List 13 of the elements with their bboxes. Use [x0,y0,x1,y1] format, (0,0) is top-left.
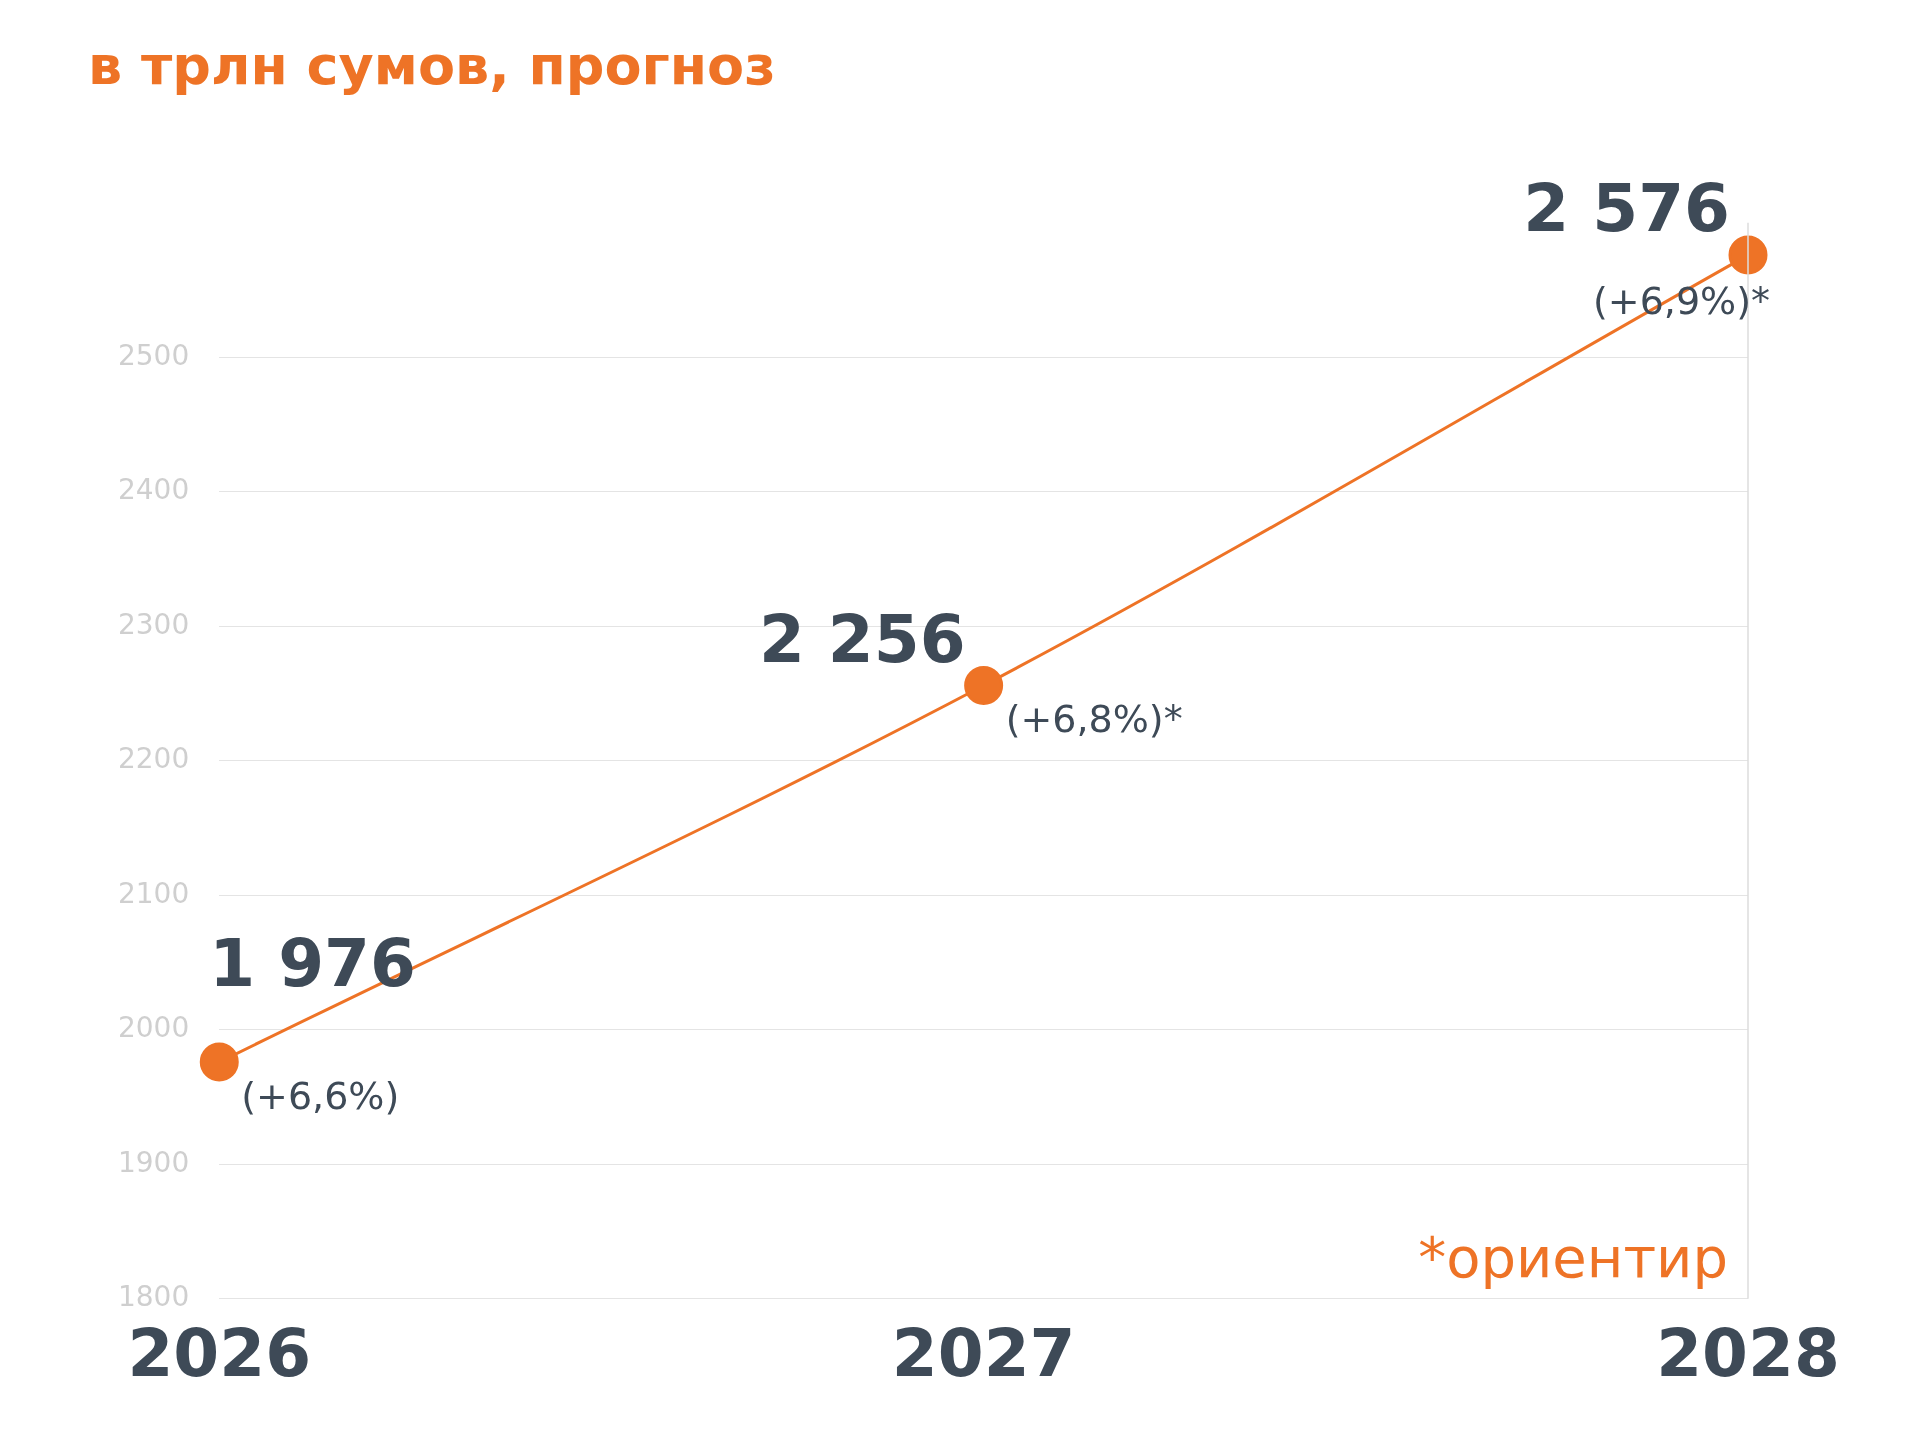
data-label: 2 256 [758,600,966,678]
x-tick-label: 2028 [1656,1314,1840,1392]
data-label: 1 976 [209,925,416,1003]
x-tick-label: 2027 [891,1314,1076,1392]
point [199,1042,239,1082]
annotation: (+6,8%)* [1005,697,1183,742]
data-label: 2 576 [1523,170,1730,248]
point [1728,235,1768,275]
annotation: (+6,6%) [241,1073,400,1118]
annotation: *ориентир [1418,1225,1728,1291]
chart-title: в трлн сумов, прогноз [88,34,776,98]
point [964,665,1004,705]
x-tick-label: 2026 [127,1314,312,1392]
